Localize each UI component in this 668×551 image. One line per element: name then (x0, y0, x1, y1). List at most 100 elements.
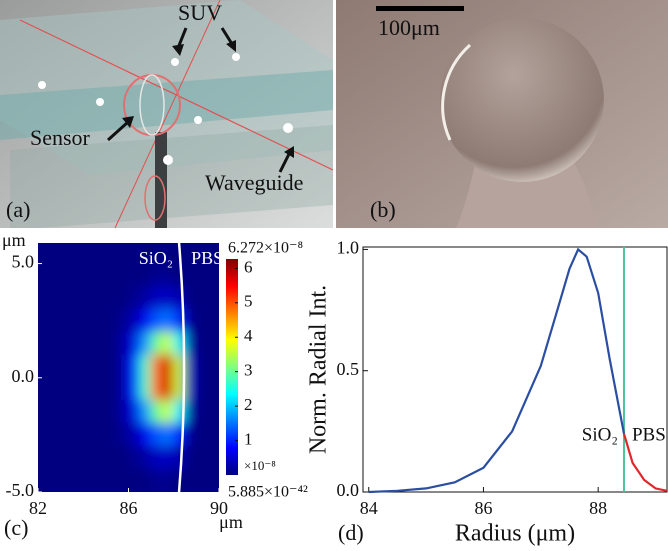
y-tick-label: 0.5 (337, 359, 360, 379)
heatmap-cell (139, 445, 152, 470)
heatmap-cell (139, 400, 152, 424)
heatmap-cell (173, 354, 186, 379)
scale-bar-label: 100μm (378, 15, 440, 40)
heatmap-cell (128, 354, 141, 379)
heatmap-cell (139, 468, 152, 492)
data-line (368, 247, 626, 494)
heatmap-cell (195, 285, 209, 310)
x-tick-label: 88 (589, 498, 607, 518)
heatmap-cell (128, 468, 141, 492)
heatmap-cell (38, 354, 50, 379)
heatmap-cell (105, 422, 118, 447)
heatmap-cell (105, 377, 118, 402)
panel-d: 84 86 88 0.0 0.5 1.0 SiO₂ PBS Radius (μm) Norm. R… (306, 238, 668, 547)
heatmap-cell (195, 331, 209, 356)
substrate (10, 125, 333, 228)
heatmap-cell (71, 422, 84, 447)
heatmap-cell (38, 445, 50, 470)
heatmap-cell (105, 308, 118, 333)
data-line (622, 433, 668, 492)
heatmap-cell (128, 285, 141, 310)
heatmap-cell (139, 263, 152, 287)
heatmap-cell (38, 422, 50, 447)
heatmap-cell (94, 354, 107, 379)
heatmap-cell (150, 445, 163, 470)
heatmap-cell (161, 354, 175, 379)
heatmap-cell (161, 422, 175, 447)
heatmap-cell (207, 354, 219, 379)
heatmap-cell (116, 308, 129, 333)
arrows (106, 27, 294, 173)
x-tick-label: 82 (29, 498, 47, 518)
heatmap-cell (128, 331, 141, 356)
colorbar-tick-label: 4 (244, 326, 253, 345)
heatmap-cell (60, 308, 73, 333)
y-tick-label: 5.0 (12, 252, 35, 272)
heatmap-cell (161, 308, 175, 333)
heatmap-cell (60, 445, 73, 470)
heatmap-cell (48, 308, 62, 333)
heatmap-cell (38, 263, 50, 287)
heatmap-cell (116, 263, 129, 287)
heatmap-cell (184, 400, 197, 424)
heatmap-cell (161, 377, 175, 402)
heatmap-cell (82, 400, 96, 424)
heatmap-cell (60, 285, 73, 310)
heatmap-cell (116, 354, 129, 379)
heatmap-cell (71, 308, 84, 333)
heatmap-cell (48, 377, 62, 402)
sensor-ring (139, 74, 165, 136)
heatmap-cell (139, 308, 152, 333)
heatmap-cell (161, 285, 175, 310)
heatmap-cell (60, 331, 73, 356)
annotation: SUV (178, 0, 222, 25)
heatmap-cell (71, 400, 84, 424)
heatmap-cell (128, 377, 141, 402)
heatmap-cell (48, 468, 62, 492)
heatmap-cell (94, 308, 107, 333)
heatmap-cell (207, 285, 219, 310)
y-axis-label: Norm. Radial Int. (306, 285, 332, 454)
colorbar-max-label: 6.272×10⁻⁸ (228, 240, 303, 257)
heatmap-cell (150, 285, 163, 310)
heatmap-cell (195, 400, 209, 424)
suv-particles (38, 53, 293, 165)
heatmap-cell (195, 354, 209, 379)
heatmap-cell (94, 331, 107, 356)
heatmap-cell (161, 400, 175, 424)
heatmap-cell (195, 422, 209, 447)
heatmap-cell (38, 377, 50, 402)
heatmap-cell (82, 331, 96, 356)
heatmap-cell (48, 263, 62, 287)
glass-slab (0, 0, 333, 175)
heatmap-cell (38, 285, 50, 310)
colorbar (226, 259, 238, 475)
heatmap-cell (173, 263, 186, 287)
heatmap-cell (60, 377, 73, 402)
heatmap-cell (116, 400, 129, 424)
heatmap-cell (82, 285, 96, 310)
heatmap-cell (184, 331, 197, 356)
heatmap-cell (48, 445, 62, 470)
heatmap-cell (150, 263, 163, 287)
annotation: Sensor (30, 125, 91, 150)
heatmap-cell (60, 468, 73, 492)
sensor-ring (144, 175, 166, 221)
x-tick-label: 86 (120, 498, 138, 518)
heatmap-cell (150, 308, 163, 333)
heatmap-cell (82, 445, 96, 470)
heatmap-cell (38, 468, 50, 492)
panel-label: (b) (370, 197, 396, 222)
heatmap-cell (38, 308, 50, 333)
heatmap-cell (184, 263, 197, 287)
heatmap-cell (128, 400, 141, 424)
heatmap-cell (161, 263, 175, 287)
heatmap-cell (184, 422, 197, 447)
heatmap-cell (60, 263, 73, 287)
heatmap-cell (48, 285, 62, 310)
colorbar-tick-label: 3 (244, 361, 253, 380)
heatmap-cell (105, 331, 118, 356)
heatmap-cell (207, 400, 219, 424)
x-tick-label: 90 (210, 498, 228, 518)
